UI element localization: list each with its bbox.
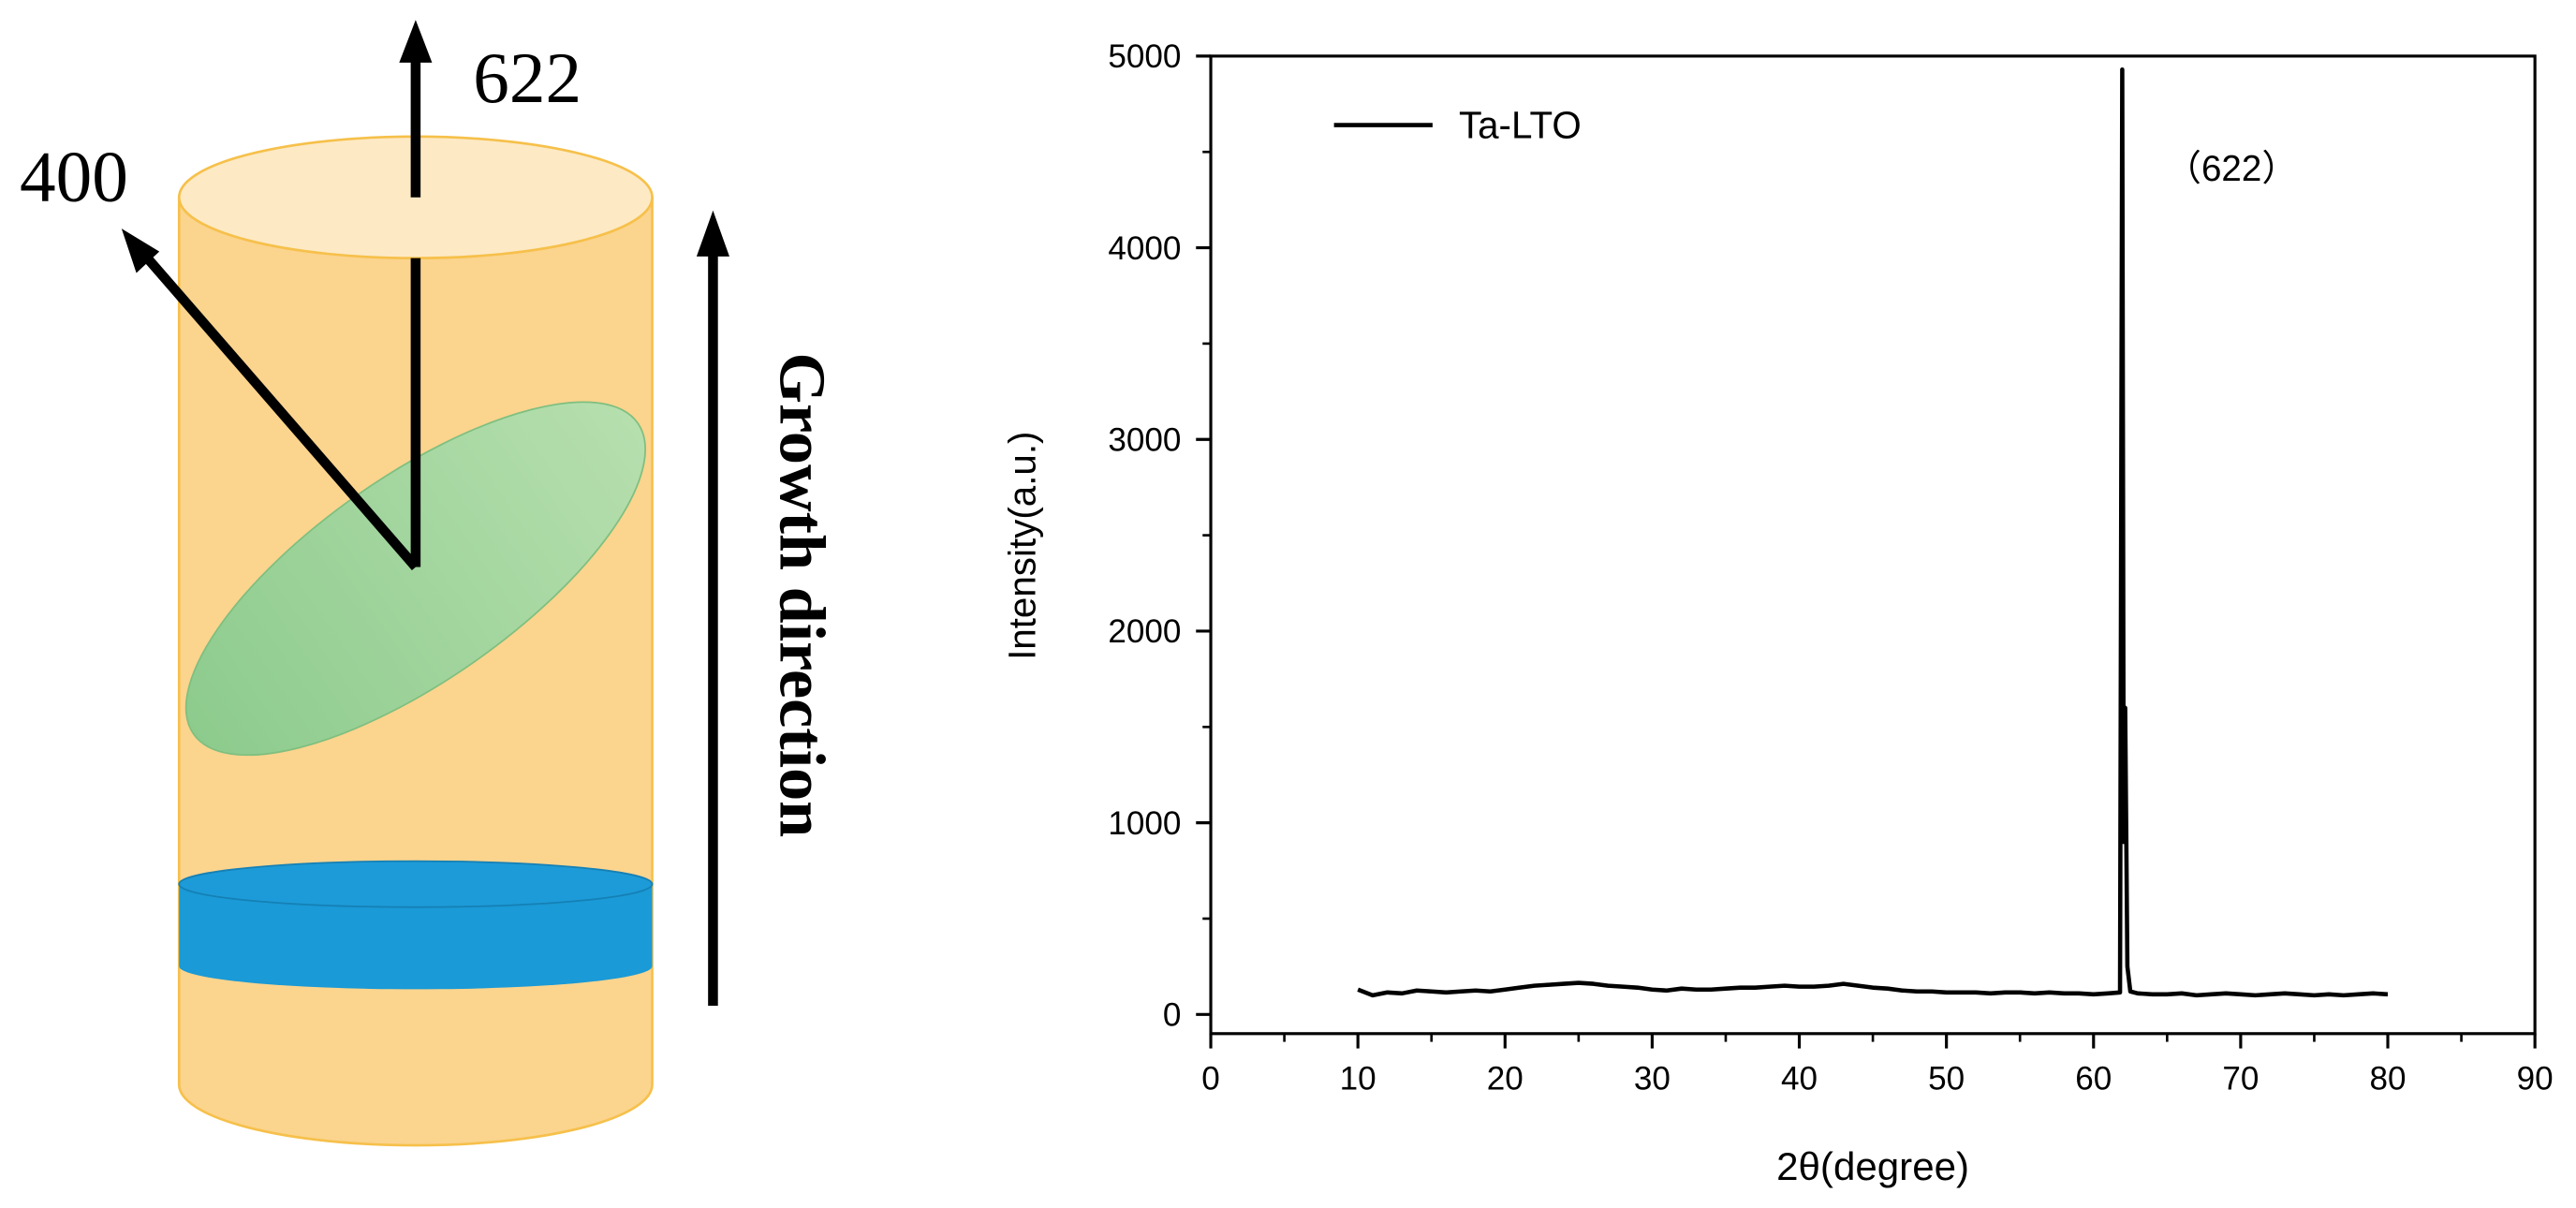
y-tick-label: 4000 xyxy=(1108,230,1181,267)
x-tick-label: 60 xyxy=(2075,1060,2112,1097)
disc-side xyxy=(179,884,653,990)
arrowhead xyxy=(121,228,160,273)
x-tick-label: 40 xyxy=(1781,1060,1818,1097)
growth-label: Growth direction xyxy=(765,352,838,837)
x-tick-label: 10 xyxy=(1340,1060,1376,1097)
y-tick-label: 0 xyxy=(1163,997,1182,1034)
y-tick-label: 2000 xyxy=(1108,613,1181,650)
x-tick-label: 90 xyxy=(2517,1060,2554,1097)
arrowhead xyxy=(696,210,729,257)
crystal-diagram: 622 400 Growth direction xyxy=(20,20,838,1147)
y-tick-label: 1000 xyxy=(1108,805,1181,842)
x-tick-label: 50 xyxy=(1928,1060,1965,1097)
disc-top xyxy=(178,860,654,908)
y-tick-label: 5000 xyxy=(1108,38,1181,75)
x-tick-label: 80 xyxy=(2370,1060,2407,1097)
legend-label: Ta-LTO xyxy=(1459,104,1582,147)
arrows xyxy=(140,57,718,1006)
y-tick-label: 3000 xyxy=(1108,422,1181,459)
x-tick-label: 70 xyxy=(2222,1060,2259,1097)
peak-annotation: （622） xyxy=(2165,149,2298,189)
arrow-400 xyxy=(140,251,420,570)
arrowhead xyxy=(399,20,433,63)
x-tick-label: 0 xyxy=(1201,1060,1220,1097)
data-line xyxy=(1357,66,2389,998)
x-tick-label: 30 xyxy=(1634,1060,1671,1097)
label-622: 622 xyxy=(473,37,581,118)
xrd-chart: 0 10 20 30 40 50 60 70 80 90 0 1000 2000 3000 4000 5000… xyxy=(1000,38,2553,1188)
y-axis-label: Intensity(a.u.) xyxy=(1000,432,1043,660)
plot-frame xyxy=(1209,54,2537,1036)
label-400: 400 xyxy=(20,136,128,216)
x-tick-label: 20 xyxy=(1487,1060,1524,1097)
x-axis-label: 2θ(degree) xyxy=(1776,1144,1969,1188)
